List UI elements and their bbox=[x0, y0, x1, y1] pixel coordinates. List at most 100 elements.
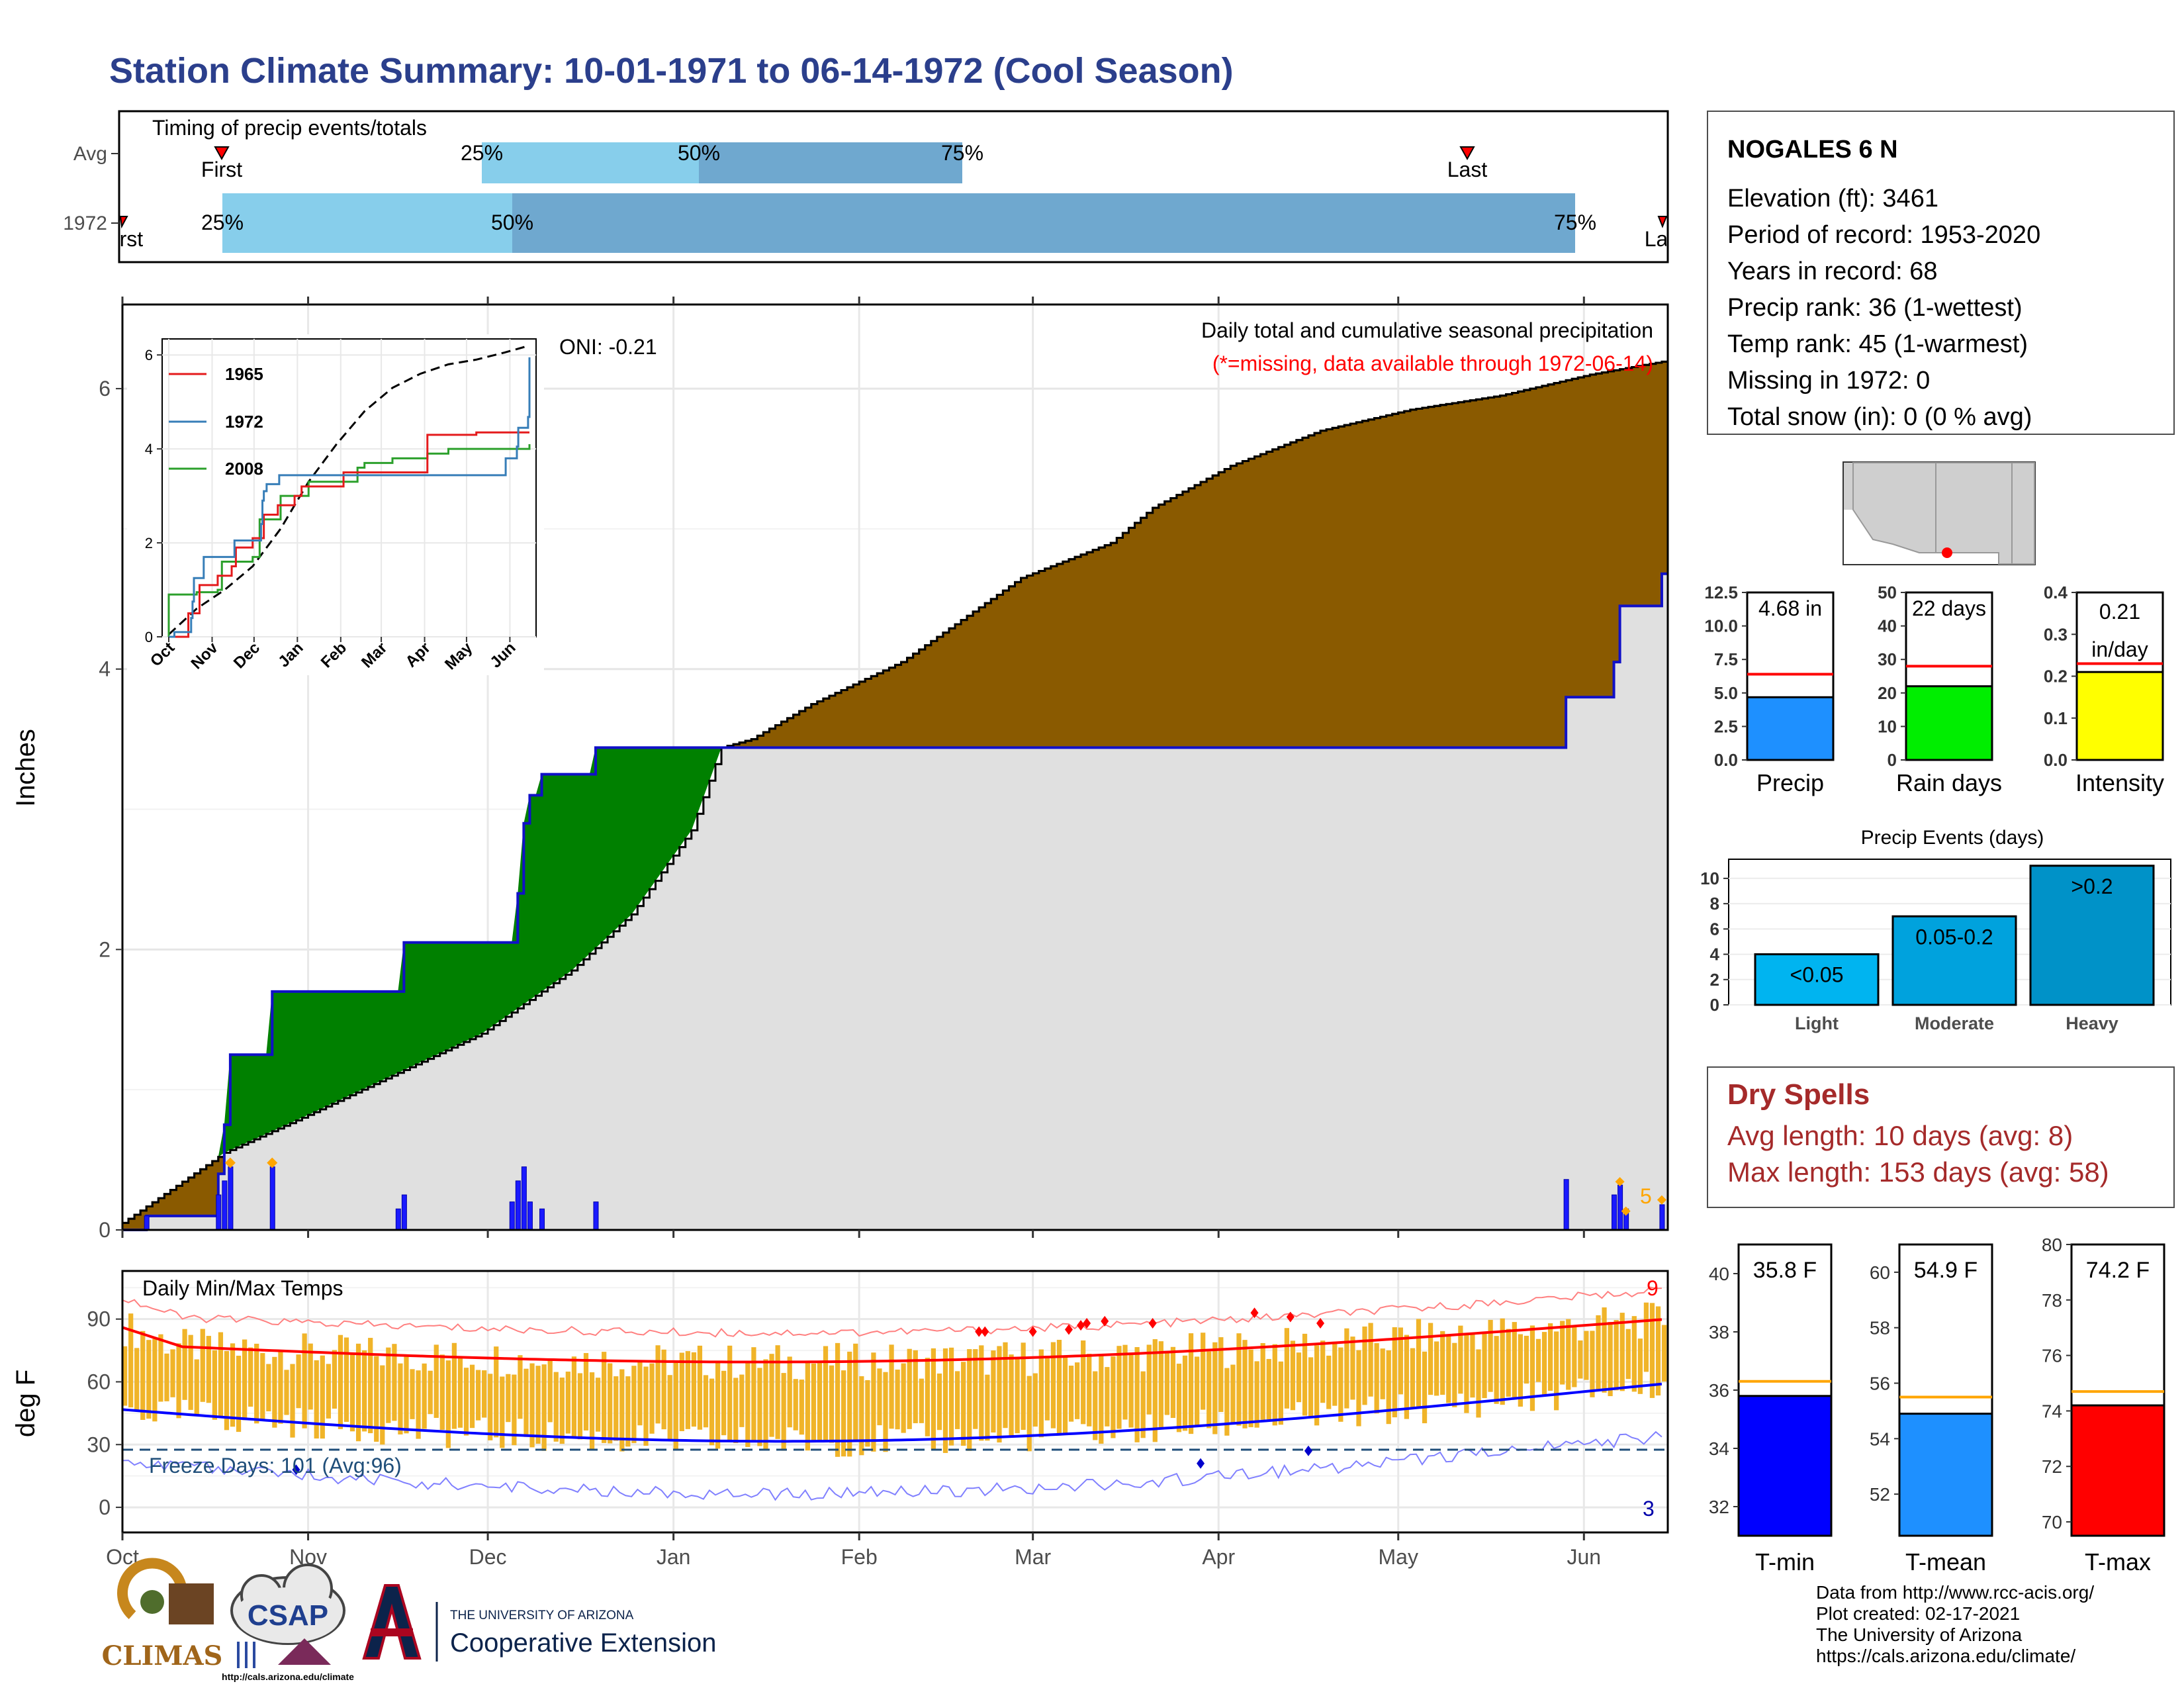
temp-summary-ytick: 52 bbox=[1870, 1484, 1890, 1505]
daily-precip-bar bbox=[539, 1208, 545, 1231]
summary-ytick: 2.5 bbox=[1714, 716, 1738, 736]
daily-temp-bar bbox=[212, 1350, 217, 1420]
record-high-marker bbox=[1148, 1318, 1157, 1329]
daily-temp-bar bbox=[1392, 1327, 1397, 1418]
daily-temp-bar bbox=[1224, 1368, 1230, 1436]
csap-logo-text: CSAP bbox=[248, 1599, 328, 1632]
inset-ytick: 6 bbox=[145, 347, 153, 363]
inset-avg-dashed-line bbox=[167, 344, 530, 635]
daily-precip-bar bbox=[228, 1166, 234, 1231]
summary-ytick: 0.0 bbox=[1714, 750, 1738, 770]
summary-value-text: 4.68 in bbox=[1758, 596, 1822, 620]
daily-temp-bar bbox=[1470, 1334, 1475, 1398]
record-low-marker bbox=[1197, 1458, 1205, 1469]
month-label: Dec bbox=[469, 1545, 507, 1569]
credits: Data from http://www.rcc-acis.org/ Plot … bbox=[1816, 1582, 2094, 1666]
daily-temp-bar bbox=[1362, 1326, 1367, 1405]
inset-1965-line bbox=[169, 431, 529, 638]
daily-temp-bar bbox=[1152, 1339, 1158, 1442]
daily-temp-bar bbox=[1422, 1351, 1428, 1424]
daily-temp-bar bbox=[1093, 1371, 1098, 1440]
temp-summary-value: 35.8 F bbox=[1753, 1258, 1817, 1283]
summary-label: Intensity bbox=[2075, 769, 2164, 796]
record-high-marker bbox=[1077, 1320, 1085, 1331]
events-ytick: 4 bbox=[1710, 945, 1720, 964]
csap-logo: CSAP http://cals.arizona.edu/climate bbox=[222, 1564, 354, 1682]
daily-temp-bar bbox=[757, 1368, 762, 1446]
daily-temp-bar bbox=[1009, 1354, 1014, 1436]
daily-temp-bar bbox=[158, 1334, 163, 1402]
daily-temp-bar bbox=[1398, 1327, 1403, 1395]
daily-temp-bar bbox=[176, 1343, 181, 1419]
daily-temp-bar bbox=[386, 1347, 391, 1423]
daily-temp-bar bbox=[475, 1370, 481, 1421]
daily-temp-bar bbox=[769, 1354, 774, 1437]
daily-temp-bar bbox=[134, 1348, 140, 1411]
daily-temp-bar bbox=[1170, 1346, 1176, 1419]
daily-temp-bar bbox=[506, 1374, 511, 1423]
daily-temp-bar bbox=[170, 1349, 175, 1397]
daily-temp-bar bbox=[392, 1344, 397, 1421]
daily-temp-bar bbox=[781, 1373, 786, 1451]
station-line-4: Precip rank: 36 (1-wettest) bbox=[1727, 294, 2023, 322]
daily-temp-bar bbox=[1230, 1364, 1236, 1423]
daily-temp-bar bbox=[697, 1345, 703, 1430]
credit-line-1: Data from http://www.rcc-acis.org/ bbox=[1816, 1582, 2094, 1603]
event-category-label: Light bbox=[1795, 1013, 1839, 1033]
daily-temp-bar bbox=[583, 1352, 589, 1430]
daily-temp-bar bbox=[553, 1372, 559, 1442]
precip-ytick: 6 bbox=[99, 377, 111, 400]
daily-temp-bar bbox=[349, 1354, 355, 1432]
temp-summary-ytick: 70 bbox=[2042, 1512, 2062, 1532]
daily-temp-bar bbox=[188, 1335, 193, 1410]
daily-temp-bar bbox=[1356, 1350, 1361, 1427]
daily-temp-bar bbox=[463, 1368, 469, 1436]
daily-temp-bar bbox=[1021, 1342, 1026, 1430]
daily-temp-bar bbox=[1529, 1325, 1535, 1411]
station-line-5: Temp rank: 45 (1-warmest) bbox=[1727, 330, 2028, 358]
daily-temp-bar bbox=[703, 1375, 709, 1428]
heavy-precip-marker bbox=[224, 1157, 236, 1168]
daily-temp-bar bbox=[1320, 1340, 1326, 1403]
daily-temp-bar bbox=[559, 1378, 565, 1444]
climas-logo-text: CLIMAS bbox=[102, 1640, 223, 1671]
inset-legend-2008: 2008 bbox=[225, 459, 263, 479]
event-bar-label: 0.05-0.2 bbox=[1915, 925, 1993, 949]
summary-value-text: 22 days bbox=[1912, 596, 1986, 620]
daily-temp-bar bbox=[793, 1379, 798, 1430]
daily-temp-bar bbox=[1182, 1355, 1188, 1431]
events-ytick: 6 bbox=[1710, 919, 1719, 939]
page-title: Station Climate Summary: 10-01-1971 to 0… bbox=[109, 51, 1234, 91]
daily-temp-bar bbox=[1056, 1339, 1062, 1436]
daily-temp-bar bbox=[865, 1380, 870, 1447]
station-name: NOGALES 6 N bbox=[1727, 136, 1898, 164]
daily-temp-bar bbox=[895, 1369, 900, 1430]
timing-1972-last-label: Last bbox=[1645, 227, 1685, 251]
timing-1972-p25: 25% bbox=[201, 211, 244, 234]
daily-temp-bar bbox=[751, 1347, 756, 1443]
temp-panel: Daily Min/Max Temps Freeze Days: 101 (Av… bbox=[11, 1270, 1669, 1569]
daily-temp-bar bbox=[1195, 1356, 1200, 1427]
inset-legend-1965: 1965 bbox=[225, 364, 263, 384]
daily-temp-bar bbox=[709, 1378, 715, 1446]
timing-1972-p75: 75% bbox=[1554, 211, 1596, 234]
month-label: May bbox=[1379, 1545, 1418, 1569]
daily-temp-bar bbox=[637, 1362, 643, 1426]
daily-precip-bar bbox=[1563, 1179, 1569, 1231]
record-high-marker bbox=[1316, 1318, 1325, 1329]
timing-row-label-avg: Avg bbox=[73, 143, 107, 165]
daily-temp-bar bbox=[1128, 1354, 1134, 1428]
daily-temp-bar bbox=[997, 1346, 1002, 1443]
timing-1972-first-label: First bbox=[102, 227, 143, 251]
daily-temp-bar bbox=[1386, 1350, 1391, 1425]
events-ytick: 8 bbox=[1710, 894, 1719, 914]
temp-summary-bar-0 bbox=[1737, 1395, 1833, 1537]
temp-summary-ytick: 76 bbox=[2042, 1346, 2062, 1366]
record-low-count: 3 bbox=[1643, 1497, 1655, 1521]
daily-temp-bar bbox=[343, 1337, 349, 1422]
month-label: Apr bbox=[1202, 1545, 1235, 1569]
daily-temp-bar bbox=[1619, 1313, 1625, 1391]
daily-temp-bar bbox=[1631, 1316, 1637, 1392]
daily-temp-bar bbox=[146, 1340, 152, 1419]
